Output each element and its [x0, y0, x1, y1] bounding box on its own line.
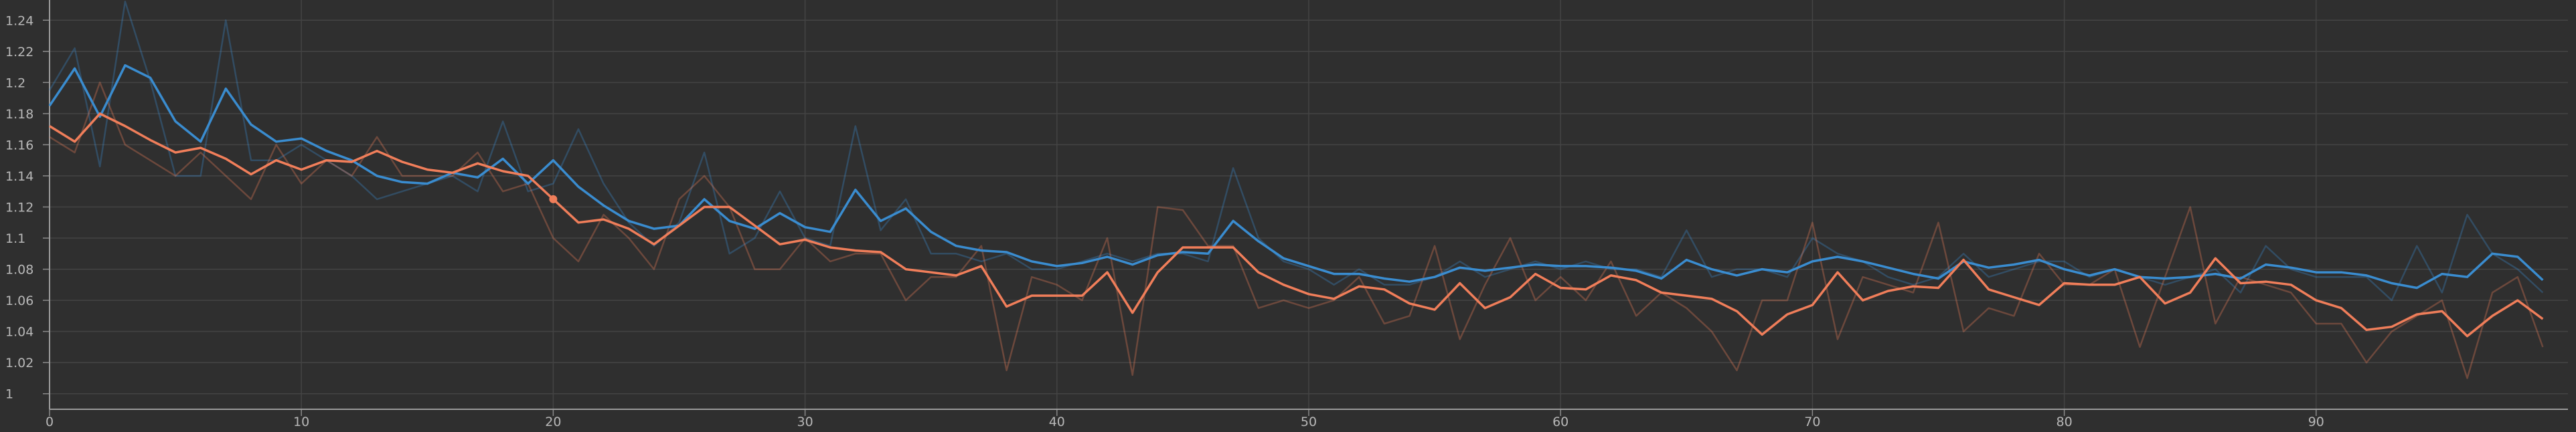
raw-series-line-1	[49, 82, 2544, 379]
highlight-point[interactable]	[549, 195, 558, 203]
y-tick-label: 1.18	[5, 107, 33, 122]
grid	[49, 0, 2568, 409]
x-tick-label: 50	[1301, 415, 1317, 429]
y-tick-label: 1	[5, 387, 13, 402]
x-tick-label: 0	[46, 415, 54, 429]
smoothed-series-line-2	[48, 64, 2544, 290]
y-tick-label: 1.2	[5, 76, 25, 90]
smoothed-series-line-3	[49, 112, 2544, 338]
x-tick-label: 60	[1552, 415, 1568, 429]
y-tick-label: 1.14	[5, 169, 33, 184]
tick-labels: 1 1.02 1.04 1.06 1.08 1.1 1.12 1.14 1.16 1.18 1.2 1…	[5, 13, 2324, 429]
x-tick-label: 30	[797, 415, 813, 429]
x-tick-label: 80	[2057, 415, 2073, 429]
series-area	[48, 1, 2544, 379]
x-tick-label: 40	[1049, 415, 1065, 429]
y-tick-label: 1.1	[5, 231, 25, 246]
y-tick-label: 1.16	[5, 138, 33, 152]
x-tick-label: 20	[545, 415, 561, 429]
y-tick-label: 1.12	[5, 200, 33, 215]
y-tick-label: 1.22	[5, 45, 33, 60]
y-tick-label: 1.06	[5, 294, 33, 308]
y-tick-label: 1.02	[5, 356, 33, 370]
x-tick-label: 90	[2308, 415, 2324, 429]
y-tick-label: 1.08	[5, 263, 33, 278]
y-tick-label: 1.24	[5, 13, 33, 28]
raw-series-line-0	[48, 1, 2544, 302]
x-tick-label: 10	[293, 415, 309, 429]
axes	[43, 0, 2568, 416]
x-tick-label: 70	[1804, 415, 1820, 429]
y-tick-label: 1.04	[5, 325, 33, 340]
